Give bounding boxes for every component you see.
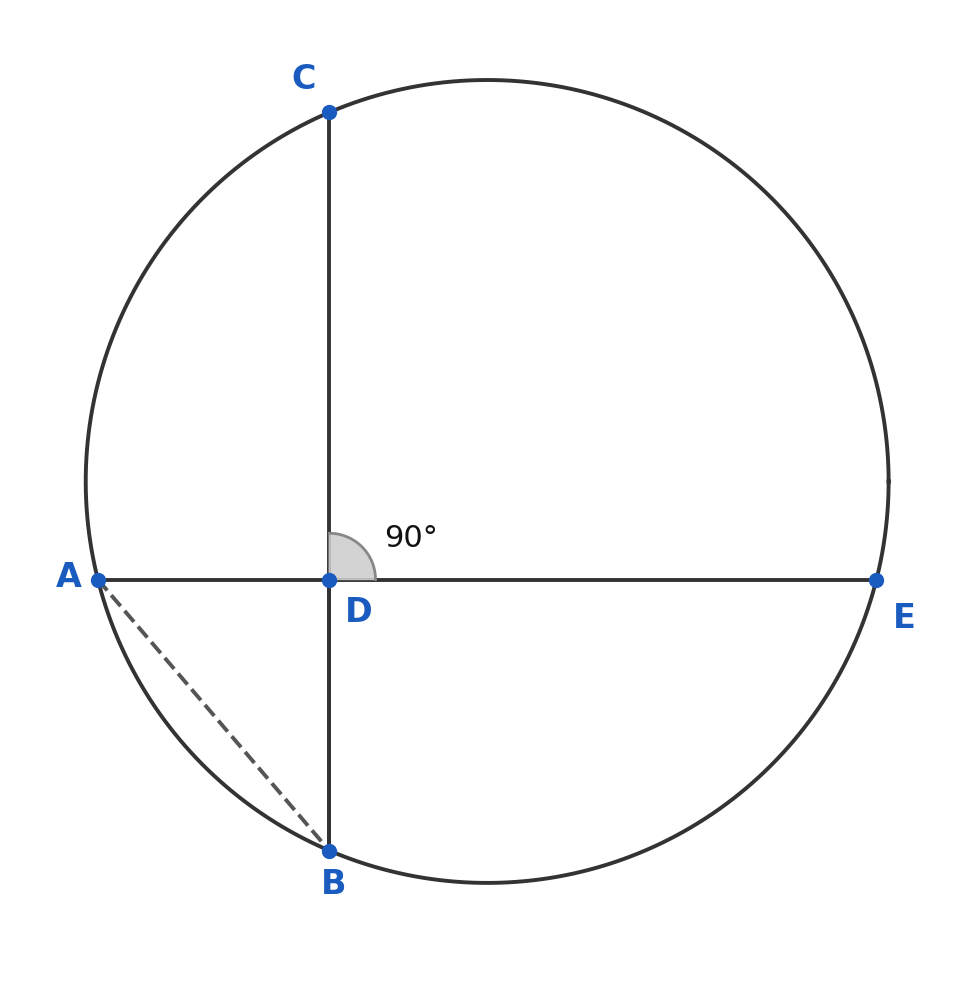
Polygon shape: [329, 534, 376, 579]
Text: A: A: [56, 561, 81, 594]
Text: C: C: [292, 63, 316, 96]
Text: D: D: [345, 596, 373, 629]
Text: E: E: [892, 602, 916, 635]
Text: B: B: [321, 868, 347, 901]
Text: 90°: 90°: [385, 524, 438, 552]
